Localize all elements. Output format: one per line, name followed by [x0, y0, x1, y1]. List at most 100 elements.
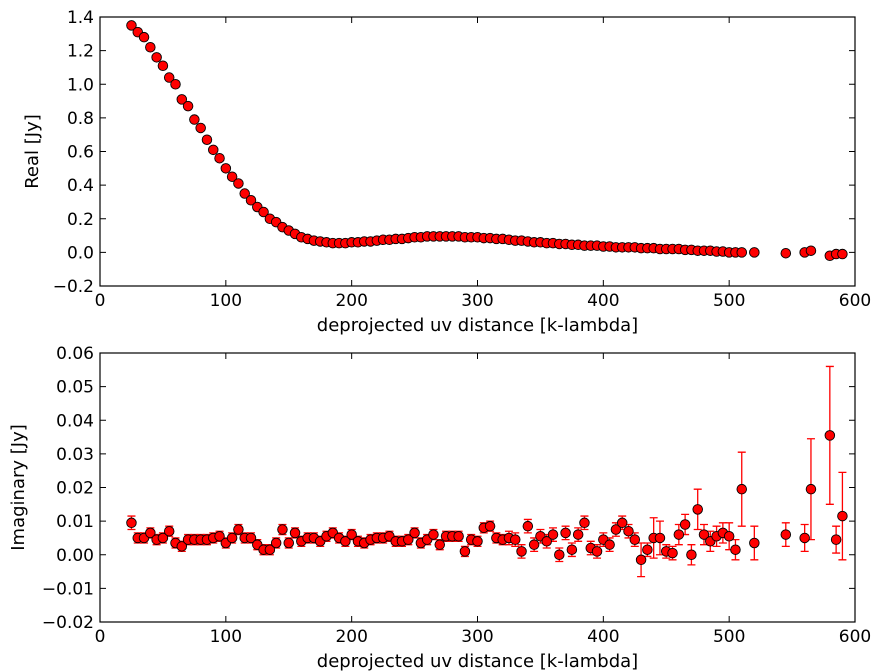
- imaginary-part-panel: 0 100 200 300 400 500 600 −0.02 −0.01 0.00 0.01 0.0…: [8, 344, 871, 671]
- data-point: [541, 536, 552, 547]
- data-point: [623, 525, 634, 537]
- data-point: [837, 248, 848, 260]
- x-axis-label: deprojected uv distance [k-lambda]: [317, 315, 638, 336]
- data-point: [554, 549, 565, 561]
- data-point: [566, 544, 578, 555]
- y-tick-label: 1.4: [67, 8, 94, 28]
- x-tick-label: 200: [335, 627, 367, 647]
- data-point: [736, 247, 748, 258]
- data-point: [176, 541, 188, 552]
- data-point: [484, 520, 496, 532]
- y-tick-label: 1.0: [67, 75, 94, 95]
- data-point: [182, 100, 194, 112]
- data-point: [151, 52, 162, 63]
- x-tick-label: 100: [210, 291, 242, 311]
- y-tick-label: 0.00: [56, 546, 94, 566]
- data-point: [799, 532, 810, 544]
- data-point: [233, 524, 244, 535]
- data-point: [283, 537, 295, 549]
- data-point: [749, 537, 760, 549]
- data-point: [403, 534, 414, 545]
- data-point: [409, 527, 420, 539]
- y-tick-label: 0.2: [67, 210, 94, 230]
- data-point: [673, 529, 685, 540]
- data-point: [780, 529, 792, 540]
- x-tick-label: 200: [335, 291, 367, 311]
- x-tick-label: 100: [210, 627, 242, 647]
- data-point: [459, 546, 471, 557]
- data-point: [604, 539, 615, 550]
- data-point: [245, 195, 257, 206]
- x-tick-label: 600: [839, 627, 871, 647]
- data-point: [428, 529, 439, 540]
- data-point: [560, 527, 571, 539]
- data-point: [654, 532, 666, 544]
- y-tick-label: −0.02: [42, 613, 94, 633]
- data-point: [610, 524, 622, 535]
- data-point: [170, 78, 181, 90]
- data-point: [126, 20, 137, 31]
- data-point: [736, 483, 748, 495]
- y-tick-label: −0.2: [53, 277, 94, 297]
- data-point: [837, 510, 848, 522]
- data-point: [572, 529, 584, 540]
- data-point: [635, 554, 647, 566]
- data-point: [145, 527, 156, 539]
- data-point: [226, 171, 238, 182]
- x-tick-label: 500: [713, 627, 745, 647]
- data-point: [157, 532, 169, 544]
- data-point: [239, 188, 250, 199]
- data-point: [145, 42, 156, 53]
- real-part-panel: 0 100 200 300 400 500 600 −0.2 0.0 0.2 0.4 0.6 0.8 1.…: [22, 8, 871, 336]
- data-point: [686, 549, 697, 561]
- data-point: [214, 152, 225, 164]
- data-point: [264, 544, 276, 555]
- data-point: [591, 546, 603, 557]
- y-axis-label: Real [Jy]: [22, 114, 43, 189]
- x-tick-label: 400: [587, 627, 619, 647]
- x-tick-label: 0: [95, 627, 106, 647]
- data-point: [824, 430, 836, 441]
- y-tick-label: 0.01: [56, 512, 94, 532]
- data-point: [510, 534, 521, 545]
- y-tick-label: 0.6: [67, 143, 94, 163]
- y-tick-label: 0.8: [67, 109, 94, 129]
- data-point: [195, 122, 206, 134]
- data-point: [163, 525, 175, 537]
- y-tick-label: 0.04: [56, 411, 94, 431]
- data-point: [163, 72, 175, 83]
- data-point: [277, 524, 288, 535]
- data-point: [340, 536, 351, 547]
- y-tick-label: 0.4: [67, 176, 94, 196]
- data-point: [189, 114, 200, 125]
- x-axis-label: deprojected uv distance [k-lambda]: [317, 651, 638, 671]
- data-point: [220, 163, 232, 174]
- data-point: [233, 178, 244, 189]
- x-tick-label: 0: [95, 291, 106, 311]
- data-point: [453, 531, 464, 542]
- x-tick-label: 600: [839, 291, 871, 311]
- y-tick-label: 1.2: [67, 42, 94, 62]
- data-point: [226, 532, 238, 544]
- data-point: [642, 544, 653, 555]
- y-tick-label: 0.02: [56, 479, 94, 499]
- y-tick-label: −0.01: [42, 579, 94, 599]
- data-point: [214, 531, 225, 542]
- x-tick-label: 300: [461, 627, 493, 647]
- data-point: [207, 144, 219, 156]
- data-point: [667, 547, 678, 559]
- data-point: [289, 527, 301, 539]
- y-tick-label: 0.05: [56, 378, 94, 398]
- data-point: [629, 534, 641, 545]
- data-point: [780, 247, 792, 259]
- data-point: [258, 206, 269, 218]
- y-tick-label: 0.0: [67, 243, 94, 263]
- x-tick-label: 400: [587, 291, 619, 311]
- data-point: [472, 536, 483, 547]
- data-point: [830, 534, 842, 545]
- data-point: [579, 517, 590, 529]
- data-point: [201, 134, 213, 145]
- data-point: [522, 520, 534, 532]
- data-point: [749, 247, 760, 258]
